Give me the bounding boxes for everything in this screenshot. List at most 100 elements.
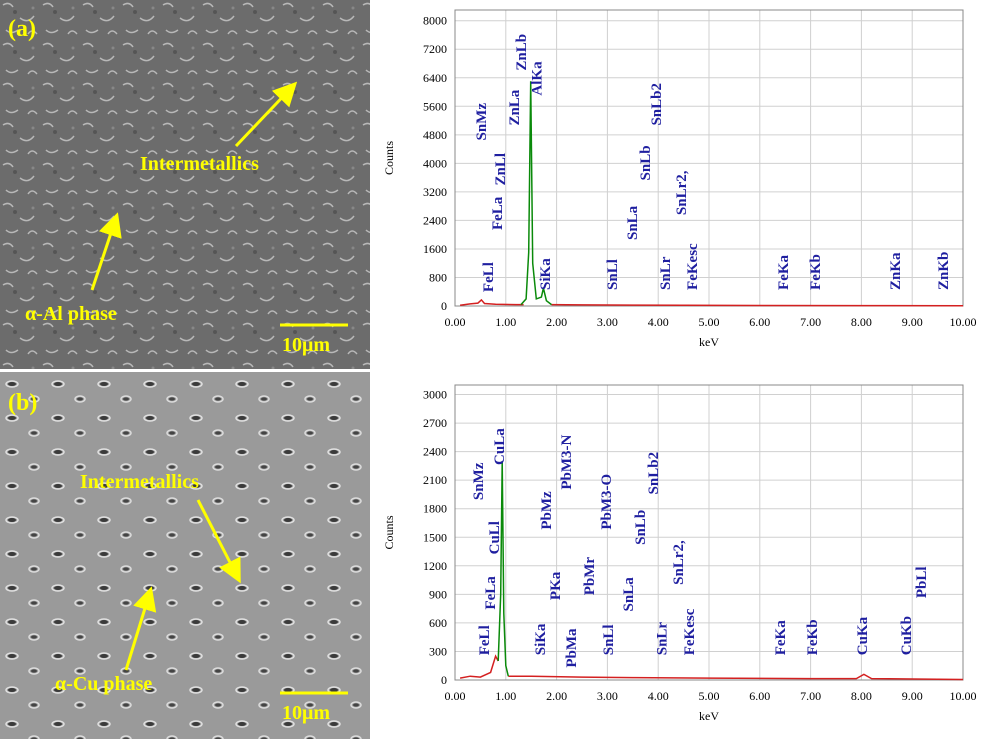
x-tick-label: 6.00	[749, 315, 770, 329]
peak-label: ZnLb	[514, 34, 530, 71]
x-tick-label: 4.00	[648, 689, 669, 703]
peak-label: SnMz	[471, 462, 487, 500]
figure-canvas: (a) Intermetallics α-Al phase 10μm (b) I…	[0, 0, 986, 739]
y-tick-label: 5600	[423, 99, 447, 113]
peak-label: ZnKb	[936, 252, 952, 290]
spectrum-line	[460, 656, 963, 679]
y-tick-label: 600	[429, 616, 447, 630]
x-tick-label: 5.00	[699, 315, 720, 329]
peak-label: CuKb	[899, 616, 915, 655]
y-tick-label: 2100	[423, 473, 447, 487]
peak-label: PKa	[548, 571, 564, 600]
peak-label: FeLa	[483, 576, 499, 610]
x-tick-label: 8.00	[851, 315, 872, 329]
y-tick-label: 1500	[423, 530, 447, 544]
y-tick-label: 3000	[423, 388, 447, 402]
peak-label: ZnLa	[507, 89, 523, 125]
peak-label: SnLr	[658, 256, 674, 290]
y-tick-label: 1800	[423, 502, 447, 516]
panel-label: (a)	[8, 16, 36, 42]
peak-label: FeLl	[481, 262, 497, 292]
y-axis-label: Counts	[382, 515, 396, 549]
peak-label: SnLa	[625, 205, 641, 240]
x-tick-label: 1.00	[495, 315, 516, 329]
peak-label: FeKa	[773, 620, 789, 655]
x-tick-label: 3.00	[597, 315, 618, 329]
y-tick-label: 800	[429, 270, 447, 284]
x-tick-label: 8.00	[851, 689, 872, 703]
scale-label: 10μm	[282, 334, 330, 356]
peak-label: FeLa	[490, 196, 506, 230]
y-tick-label: 4800	[423, 128, 447, 142]
y-tick-label: 2400	[423, 213, 447, 227]
peak-label: SnLl	[601, 624, 617, 655]
peak-label: SnLl	[605, 259, 621, 290]
peak-label: PbLl	[914, 566, 930, 598]
y-tick-label: 7200	[423, 42, 447, 56]
peak-label: FeKesc	[685, 243, 701, 290]
annotation: α-Cu phase	[55, 673, 152, 695]
y-tick-label: 900	[429, 587, 447, 601]
peak-label: SnLb	[633, 510, 649, 545]
peak-label: FeLl	[477, 625, 493, 655]
annotation: α-Al phase	[25, 303, 117, 325]
x-tick-label: 0.00	[445, 315, 466, 329]
x-axis-label: keV	[699, 709, 719, 723]
y-tick-label: 1600	[423, 242, 447, 256]
peak-label: FeKesc	[682, 608, 698, 655]
peak-label: PbMr	[582, 557, 598, 596]
y-tick-label: 3200	[423, 185, 447, 199]
x-tick-label: 6.00	[749, 689, 770, 703]
peak-label: PbMz	[539, 491, 555, 530]
x-tick-label: 1.00	[495, 689, 516, 703]
peak-label: FeKb	[808, 254, 824, 290]
y-tick-label: 8000	[423, 14, 447, 28]
peak-label: FeKa	[776, 254, 792, 289]
x-tick-label: 9.00	[902, 689, 923, 703]
peak-label: CuLa	[492, 428, 508, 465]
x-tick-label: 7.00	[800, 689, 821, 703]
x-tick-label: 4.00	[648, 315, 669, 329]
y-tick-label: 0	[441, 299, 447, 313]
spectrum-line	[498, 461, 508, 676]
x-tick-label: 5.00	[699, 689, 720, 703]
peak-label: SnLb	[638, 145, 654, 180]
y-axis-label: Counts	[382, 141, 396, 175]
peak-label: SnLb2	[649, 83, 665, 126]
figure: (a) Intermetallics α-Al phase 10μm (b) I…	[0, 0, 986, 739]
peak-label: PbM3-N	[559, 435, 575, 490]
x-tick-label: 7.00	[800, 315, 821, 329]
peak-label: AlKa	[529, 61, 545, 96]
x-tick-label: 10.00	[950, 689, 977, 703]
peak-label: SnLa	[621, 577, 637, 612]
x-tick-label: 3.00	[597, 689, 618, 703]
annotation: Intermetallics	[140, 153, 259, 175]
panel-label: (b)	[8, 390, 37, 416]
peak-label: ZnLl	[493, 153, 509, 186]
x-tick-label: 10.00	[950, 315, 977, 329]
scale-label: 10μm	[282, 702, 330, 724]
peak-label: PbM3-O	[599, 474, 615, 530]
y-tick-label: 6400	[423, 71, 447, 85]
annotation: Intermetallics	[80, 471, 199, 493]
peak-label: CuKa	[855, 616, 871, 655]
x-axis-label: keV	[699, 335, 719, 349]
y-tick-label: 300	[429, 644, 447, 658]
x-tick-label: 2.00	[546, 315, 567, 329]
peak-label: SnMz	[474, 103, 490, 141]
peak-label: SiKa	[533, 623, 549, 655]
x-tick-label: 0.00	[445, 689, 466, 703]
spectrum-line	[460, 300, 963, 306]
peak-label: FeKb	[805, 619, 821, 655]
peak-label: ZnKa	[888, 252, 904, 290]
y-tick-label: 4000	[423, 156, 447, 170]
peak-label: SnLr	[655, 622, 671, 656]
y-tick-label: 2700	[423, 416, 447, 430]
y-tick-label: 2400	[423, 445, 447, 459]
peak-label: SnLb2	[646, 452, 662, 495]
peak-label: SnLr2,	[671, 540, 687, 585]
peak-label: SiKa	[538, 258, 554, 290]
peak-label: SnLr2,	[674, 170, 690, 215]
peak-label: PbMa	[564, 628, 580, 668]
x-tick-label: 2.00	[546, 689, 567, 703]
